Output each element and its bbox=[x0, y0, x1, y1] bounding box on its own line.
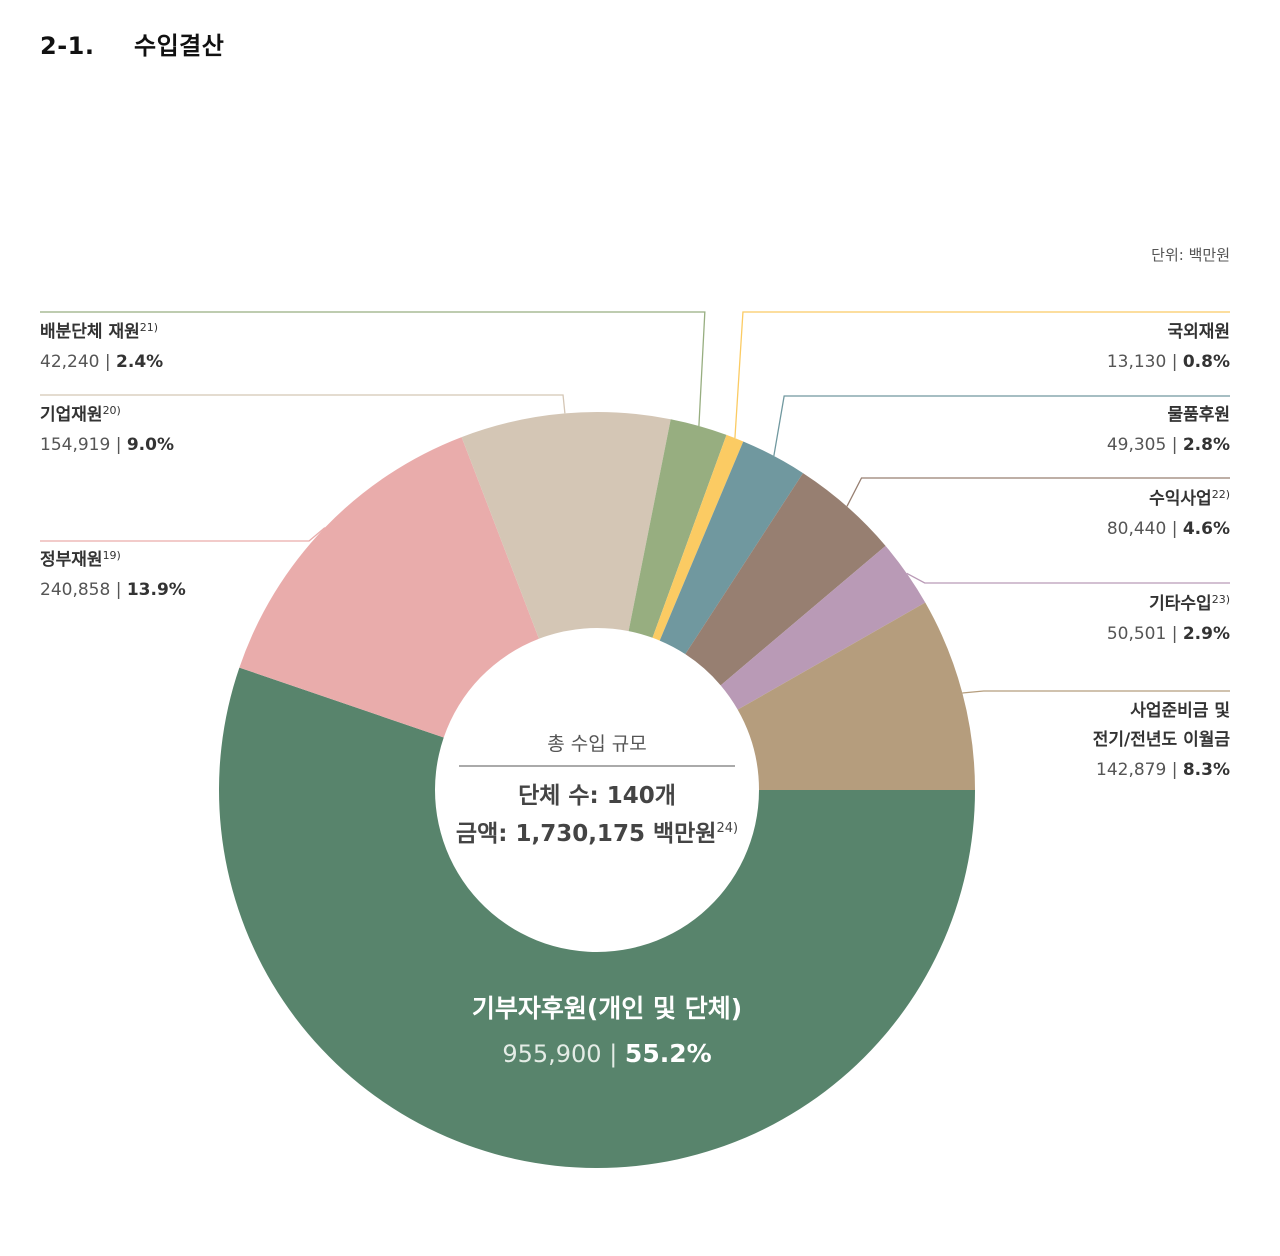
donut-slice bbox=[628, 419, 727, 638]
slice-name: 국외재원 bbox=[1167, 322, 1230, 342]
section-title-text: 수입결산 bbox=[134, 32, 225, 60]
slice-value: 13,130 | 0.8% bbox=[1107, 352, 1230, 372]
main-slice-name: 기부자후원(개인 및 단체) bbox=[472, 994, 742, 1023]
slice-value: 42,240 | 2.4% bbox=[40, 352, 163, 372]
donut-slice bbox=[659, 441, 804, 655]
slice-name: 기업재원20) bbox=[40, 404, 121, 425]
slice-value: 80,440 | 4.6% bbox=[1107, 519, 1230, 539]
slice-name: 사업준비금 및 bbox=[1130, 701, 1230, 721]
main-slice-label: 기부자후원(개인 및 단체) 955,900 | 55.2% bbox=[472, 994, 742, 1068]
leader-line bbox=[734, 311, 1230, 439]
leader-line bbox=[40, 311, 706, 427]
donut-slice bbox=[652, 434, 744, 641]
leader-line bbox=[773, 395, 1230, 457]
slice-value: 49,305 | 2.8% bbox=[1107, 435, 1230, 455]
slice-value: 154,919 | 9.0% bbox=[40, 435, 174, 455]
center-count: 단체 수: 140개 bbox=[518, 783, 676, 809]
donut-slice bbox=[737, 602, 975, 790]
leader-lines bbox=[40, 311, 1230, 694]
center-amount: 금액: 1,730,175 백만원24) bbox=[456, 821, 738, 847]
center-amount-note: 24) bbox=[716, 821, 738, 836]
slice-name: 물품후원 bbox=[1167, 404, 1230, 425]
section-number: 2-1. bbox=[40, 32, 95, 60]
slice-name: 수익사업22) bbox=[1149, 488, 1230, 509]
section-title: 2-1. 수입결산 bbox=[40, 26, 224, 61]
slice-name: 기타수입23) bbox=[1149, 593, 1230, 614]
slice-value: 50,501 | 2.9% bbox=[1107, 624, 1230, 644]
leader-line bbox=[40, 527, 326, 542]
center-caption: 총 수입 규모 bbox=[547, 733, 646, 755]
main-slice-value: 955,900 | 55.2% bbox=[502, 1039, 711, 1068]
donut-slice bbox=[685, 473, 886, 686]
donut-slice bbox=[461, 412, 671, 639]
slice-name: 정부재원19) bbox=[40, 549, 121, 570]
unit-label: 단위: 백만원 bbox=[1151, 246, 1230, 264]
center-amount-text: 금액: 1,730,175 백만원 bbox=[456, 821, 717, 847]
leader-line bbox=[846, 477, 1230, 507]
donut-slices bbox=[218, 412, 975, 1168]
slice-name: 배분단체 재원21) bbox=[40, 321, 158, 342]
slice-labels: 정부재원19) 240,858 | 13.9% 기업재원20) 154,919 | 9… bbox=[40, 321, 1230, 780]
donut-slice bbox=[239, 437, 539, 738]
slice-value: 142,879 | 8.3% bbox=[1096, 760, 1230, 780]
slice-value: 240,858 | 13.9% bbox=[40, 580, 186, 600]
slice-name-line2: 전기/전년도 이월금 bbox=[1093, 730, 1231, 750]
leader-line bbox=[962, 690, 1230, 694]
donut-slice bbox=[720, 545, 926, 710]
leader-line bbox=[906, 572, 1230, 584]
donut-center: 총 수입 규모 단체 수: 140개 금액: 1,730,175 백만원24) bbox=[456, 733, 738, 847]
leader-line bbox=[40, 394, 566, 414]
donut-slice bbox=[218, 667, 975, 1168]
